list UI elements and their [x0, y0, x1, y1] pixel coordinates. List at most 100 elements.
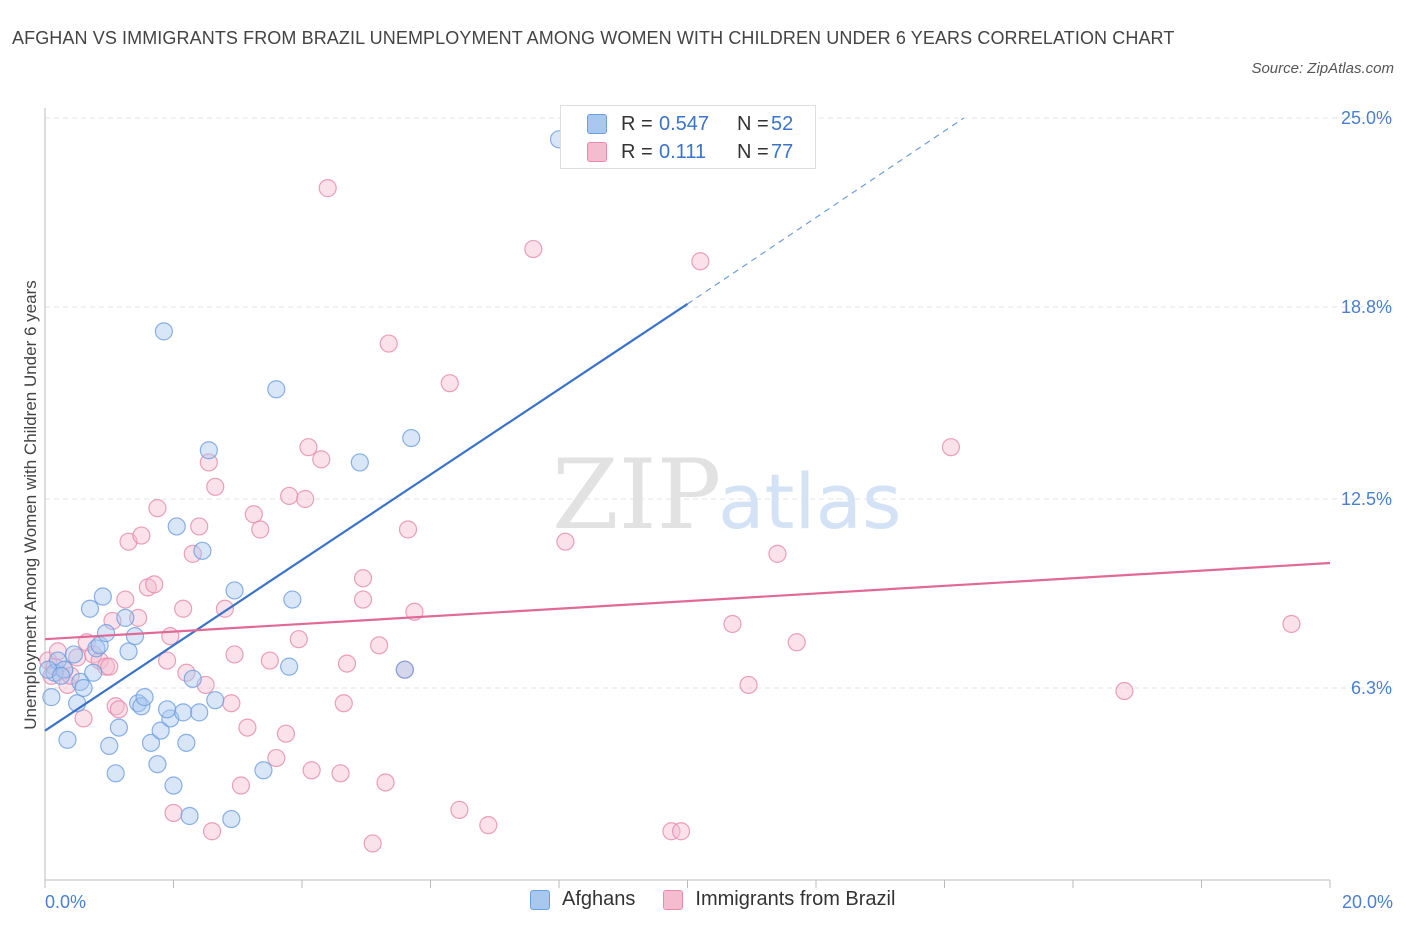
brazil-point — [280, 486, 299, 506]
afghans-point — [96, 624, 116, 643]
brazil-point — [370, 636, 389, 655]
x-tick-label: 0.0% — [45, 892, 86, 912]
afghans-point — [58, 730, 77, 749]
afghans-point — [177, 733, 196, 752]
afghans-point — [93, 587, 112, 606]
brazil-point — [289, 630, 308, 649]
afghans-point — [180, 806, 199, 826]
labels-layer: 6.3% 12.5% 18.8% 25.0% 0.0% 20.0% Unemployment… — [21, 108, 1393, 912]
brazil-point — [190, 517, 209, 536]
brazil-point — [768, 544, 787, 563]
y-axis-title: Unemployment Among Women with Children U… — [21, 280, 40, 729]
afghans-point — [106, 764, 125, 783]
legend-label-brazil: Immigrants from Brazil — [695, 888, 896, 910]
afghans-point — [164, 776, 183, 795]
watermark: ZIP atlas — [552, 439, 902, 551]
brazil-point — [157, 651, 177, 670]
brazil-point — [106, 697, 125, 716]
y-tick-label: 6.3% — [1351, 678, 1392, 698]
brazil-point — [379, 334, 398, 353]
brazil-trend-line — [44, 561, 1331, 641]
brazil-point — [238, 718, 257, 737]
r-value: 0.111 — [659, 140, 707, 163]
stats-legend: R = 0.547 N = 52 R = 0.111 N = 77 — [560, 105, 816, 169]
series-legend: Afghans Immigrants from Brazil — [530, 888, 923, 911]
legend-item-brazil[interactable]: Immigrants from Brazil — [663, 888, 895, 911]
brazil-point — [524, 239, 543, 259]
brazil-point — [440, 374, 459, 393]
afghans-point — [148, 755, 167, 774]
afghans-point — [51, 666, 71, 685]
brazil-point — [671, 822, 691, 841]
grid-layer — [45, 117, 1390, 689]
brazil-point — [353, 569, 373, 588]
afghans-point — [395, 660, 414, 679]
brazil-point — [109, 700, 128, 719]
afghans-point — [87, 639, 106, 658]
stats-legend-row-brazil: R = 0.111 N = 77 — [561, 138, 793, 166]
y-tick-label: 12.5% — [1341, 489, 1392, 509]
afghans-point — [100, 736, 119, 755]
brazil-point — [74, 709, 93, 728]
brazil-point — [206, 477, 225, 496]
brazil-point — [129, 608, 148, 627]
chart-title: AFGHAN VS IMMIGRANTS FROM BRAZIL UNEMPLO… — [12, 28, 1175, 48]
afghans-swatch — [587, 114, 607, 134]
afghans-point — [254, 761, 273, 780]
brazil-point — [174, 599, 193, 618]
afghans-point — [42, 688, 61, 707]
axes-layer — [44, 108, 1331, 888]
brazil-point — [723, 614, 742, 634]
brazil-point — [556, 532, 575, 551]
brazil-point — [132, 526, 151, 545]
legend-item-afghans[interactable]: Afghans — [530, 888, 635, 911]
y-tick-label: 18.8% — [1341, 297, 1392, 317]
afghans-point — [125, 627, 145, 646]
n-value: 52 — [771, 112, 794, 135]
points-layer — [39, 130, 1301, 853]
brazil-point — [691, 252, 710, 271]
afghans-point — [193, 541, 212, 560]
n-label: N = — [737, 140, 769, 163]
brazil-point — [318, 179, 337, 198]
brazil-point — [739, 675, 758, 695]
brazil-point — [100, 657, 119, 676]
brazil-point — [337, 654, 357, 673]
afghans-point — [206, 691, 225, 710]
y-tick-label: 25.0% — [1341, 108, 1392, 128]
x-tick-label: 20.0% — [1342, 892, 1393, 912]
afghans-point — [350, 453, 369, 472]
afghans-trend-extension — [687, 117, 965, 305]
brazil-point — [222, 694, 241, 713]
afghans-point — [74, 678, 93, 698]
afghans-point — [48, 651, 67, 670]
afghans-point — [80, 599, 100, 618]
r-label: R = — [621, 112, 653, 135]
brazil-point — [398, 520, 418, 539]
brazil-point — [376, 773, 395, 792]
afghans-point — [183, 669, 202, 688]
brazil-legend-swatch — [663, 889, 684, 910]
watermark-atlas: atlas — [718, 457, 902, 546]
brazil-point — [276, 724, 296, 743]
afghans-point — [64, 645, 84, 664]
afghans-point — [280, 657, 299, 676]
trend-layer — [44, 117, 1331, 732]
afghans-point — [84, 663, 103, 682]
afghans-point — [283, 590, 302, 609]
brazil-point — [312, 450, 331, 469]
afghans-point — [109, 718, 128, 737]
brazil-point — [302, 761, 321, 780]
afghans-legend-swatch — [530, 889, 550, 910]
brazil-point — [299, 438, 318, 457]
brazil-point — [244, 505, 263, 524]
brazil-point — [662, 822, 681, 841]
brazil-point — [231, 776, 251, 795]
brazil-point — [941, 438, 961, 457]
brazil-point — [450, 800, 469, 819]
afghans-point — [135, 688, 154, 707]
afghans-point — [267, 380, 286, 399]
brazil-point — [479, 816, 498, 835]
afghans-point — [222, 809, 241, 829]
